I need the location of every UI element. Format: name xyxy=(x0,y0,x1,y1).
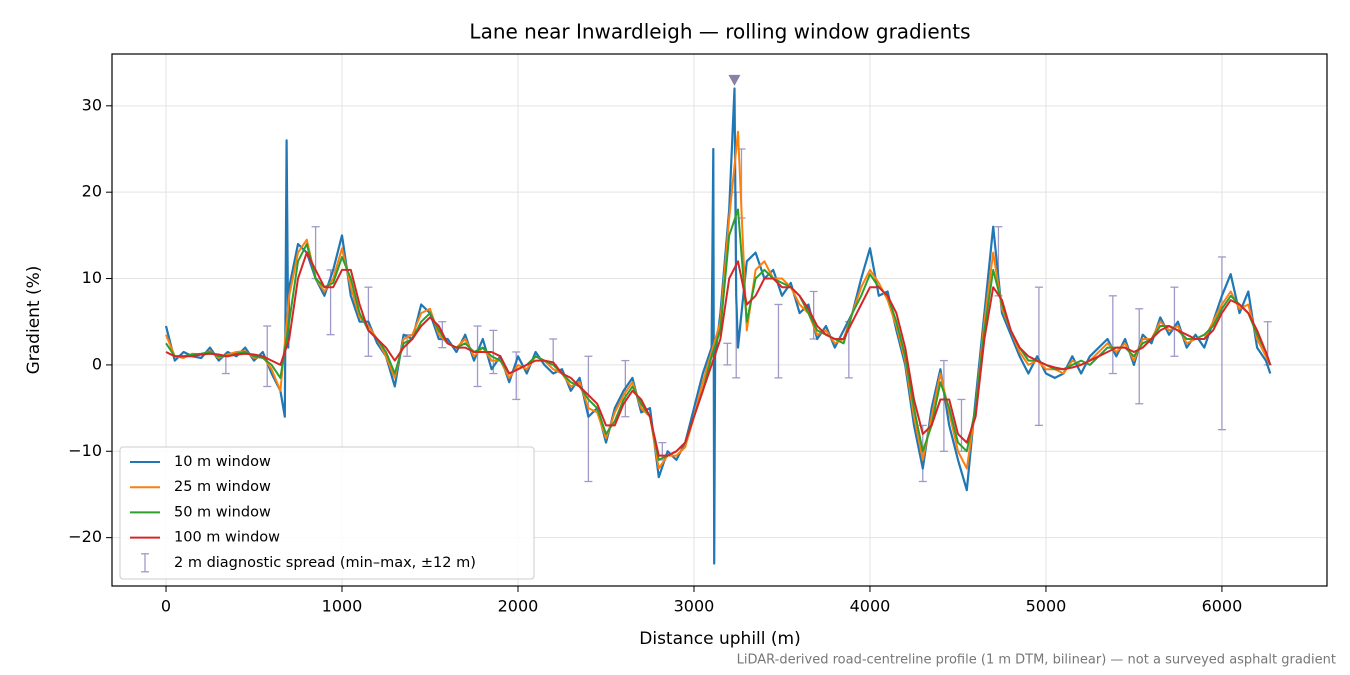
x-tick-label: 1000 xyxy=(322,597,363,616)
x-axis-label: Distance uphill (m) xyxy=(639,629,800,649)
legend-label: 10 m window xyxy=(174,454,271,470)
y-tick-label: 10 xyxy=(82,268,102,287)
error-bar xyxy=(1170,286,1179,357)
legend-label: 50 m window xyxy=(174,504,271,520)
error-bar xyxy=(774,303,783,379)
legend: 10 m window 25 m window 50 m window 100 m w… xyxy=(119,446,535,580)
legend-label: 2 m diagnostic spread (min–max, ±12 m) xyxy=(174,555,476,571)
y-axis-label: Gradient (%) xyxy=(24,266,44,375)
error-bar xyxy=(1108,295,1117,375)
series-line xyxy=(165,130,1272,470)
x-tick-label: 0 xyxy=(161,597,171,616)
axes: 0 1000 2000 3000 4000 5000 6000 −20 −10 0 10 20 30 xyxy=(68,95,1242,615)
plot-area xyxy=(164,74,1272,565)
max-marker xyxy=(728,74,741,86)
x-tick-label: 2000 xyxy=(498,597,539,616)
legend-label: 100 m window xyxy=(174,530,280,546)
y-tick-label: −10 xyxy=(68,441,102,460)
legend-label: 25 m window xyxy=(174,479,271,495)
x-tick-label: 4000 xyxy=(850,597,891,616)
error-bar xyxy=(1034,286,1043,427)
error-bar xyxy=(473,325,482,388)
x-tick-label: 6000 xyxy=(1202,597,1243,616)
y-tick-label: 20 xyxy=(82,182,102,201)
error-bar xyxy=(263,325,272,388)
error-bar xyxy=(723,342,732,366)
y-tick-label: −20 xyxy=(68,527,102,546)
legend-box xyxy=(119,446,535,580)
chart-title: Lane near Inwardleigh — rolling window g… xyxy=(469,20,970,44)
error-bar xyxy=(939,359,948,452)
footnote: LiDAR-derived road-centreline profile (1… xyxy=(737,653,1336,668)
error-bar xyxy=(1217,256,1226,431)
plot-frame xyxy=(111,53,1328,587)
error-bar xyxy=(584,355,593,483)
series-line xyxy=(165,208,1272,461)
x-tick-label: 3000 xyxy=(674,597,715,616)
y-tick-label: 0 xyxy=(92,354,102,373)
error-bar xyxy=(1135,308,1144,405)
y-tick-label: 30 xyxy=(82,95,102,114)
series-line xyxy=(165,251,1272,457)
series-line xyxy=(164,87,1272,565)
x-tick-label: 5000 xyxy=(1026,597,1067,616)
